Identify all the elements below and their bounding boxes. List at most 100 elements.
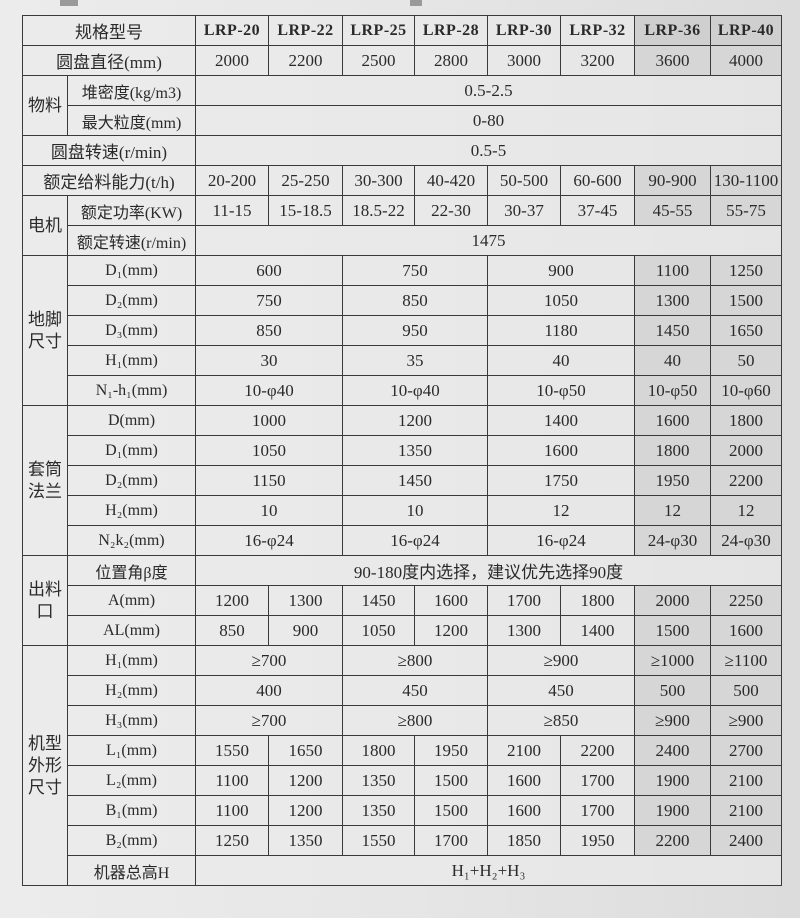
table-row: 额定转速(r/min) 1475: [23, 225, 782, 256]
spec-value: 1450: [342, 585, 415, 616]
spec-value: 0-80: [195, 105, 782, 136]
row-label: 机器总高H: [67, 855, 196, 886]
spec-value: 900: [487, 255, 635, 286]
spec-value: 1100: [195, 795, 269, 826]
row-label: B₁(mm): [67, 795, 196, 826]
spec-value: 1700: [414, 825, 488, 856]
spec-value: 900: [268, 615, 343, 646]
spec-value: 50-500: [487, 165, 561, 196]
spec-value: 40: [634, 345, 711, 376]
spec-value: 2800: [414, 45, 488, 76]
spec-value: 35: [342, 345, 488, 376]
spec-value: 1900: [634, 795, 711, 826]
spec-value: 1200: [268, 795, 343, 826]
spec-value: 12: [634, 495, 711, 526]
spec-value: 1900: [634, 765, 711, 796]
spec-value: 2100: [710, 795, 782, 826]
table-row: 出料口 位置角β度 90-180度内选择，建议优先选择90度: [22, 555, 782, 646]
model-header: LRP-40: [710, 15, 782, 46]
spec-value: 1950: [414, 735, 488, 766]
spec-value: 2000: [634, 585, 711, 616]
spec-value: 1300: [487, 615, 561, 646]
table-row: H₁(mm) 30 35 40 40 50: [23, 345, 782, 376]
model-header: LRP-36: [634, 15, 711, 46]
table-row: D₂(mm) 750 850 1050 1300 1500: [23, 285, 782, 316]
spec-value: 10-φ40: [342, 375, 488, 406]
table-row: D₁(mm) 1050 1350 1600 1800 2000: [23, 435, 782, 466]
table-row: 地脚尺寸 D₁(mm) 600 750 900 1100 1250: [22, 255, 782, 406]
spec-value: 45-55: [634, 195, 711, 226]
table-row: 物料 堆密度(kg/m3) 0.5-2.5: [22, 75, 782, 136]
spec-value: 450: [487, 675, 635, 706]
spec-value: 1200: [268, 765, 343, 796]
spec-value: 1750: [487, 465, 635, 496]
spec-table: 规格型号 LRP-20 LRP-22 LRP-25 LRP-28 LRP-30 LRP-32…: [22, 15, 782, 886]
spec-value: 10: [342, 495, 488, 526]
row-label: D₃(mm): [67, 315, 196, 346]
spec-value: 1100: [634, 255, 711, 286]
spec-value: 0.5-5: [195, 135, 782, 166]
spec-value: 850: [195, 315, 343, 346]
spec-value: ≥900: [710, 705, 782, 736]
spec-value: 24-φ30: [634, 525, 711, 556]
spec-value: 2500: [342, 45, 415, 76]
spec-value: 10-φ50: [634, 375, 711, 406]
row-label: B₂(mm): [67, 825, 196, 856]
spec-value: 2100: [710, 765, 782, 796]
spec-value: 1600: [487, 795, 561, 826]
spec-value: H₁+H₂+H₃: [195, 855, 782, 886]
spec-value: 10-φ40: [195, 375, 343, 406]
spec-value: 1850: [487, 825, 561, 856]
spec-value: 2250: [710, 585, 782, 616]
spec-value: 0.5-2.5: [195, 75, 782, 106]
spec-value: 1700: [487, 585, 561, 616]
spec-value: 1300: [268, 585, 343, 616]
table-row: L₂(mm) 1100 1200 1350 1500 1600 1700 1900 2100: [23, 765, 782, 796]
table-row: 最大粒度(mm) 0-80: [23, 105, 782, 136]
spec-value: 25-250: [268, 165, 343, 196]
spec-value: 50: [710, 345, 782, 376]
table-row: 圆盘转速(r/min) 0.5-5: [22, 135, 782, 166]
spec-value: 750: [195, 285, 343, 316]
spec-value: 950: [342, 315, 488, 346]
group-label: 出料口: [22, 555, 68, 646]
table-row: 套筒法兰 D(mm) 1000 1200 1400 1600 1800: [22, 405, 782, 556]
table-row: H₂(mm) 10 10 12 12 12: [23, 495, 782, 526]
spec-value: 130-1100: [710, 165, 782, 196]
spec-value: 3200: [560, 45, 635, 76]
model-header: LRP-28: [414, 15, 488, 46]
spec-value: 12: [710, 495, 782, 526]
spec-value: 1350: [268, 825, 343, 856]
spec-value: 2000: [195, 45, 269, 76]
spec-value: 1100: [195, 765, 269, 796]
table-row: A(mm) 1200 1300 1450 1600 1700 1800 2000 2250: [23, 585, 782, 616]
table-row: H₃(mm) ≥700 ≥800 ≥850 ≥900 ≥900: [23, 705, 782, 736]
spec-value: 1200: [342, 405, 488, 436]
spec-value: 1950: [634, 465, 711, 496]
spec-value: 1475: [195, 225, 782, 256]
spec-value: 1180: [487, 315, 635, 346]
spec-value: 1050: [342, 615, 415, 646]
model-header: LRP-22: [268, 15, 343, 46]
spec-value: 1550: [342, 825, 415, 856]
spec-value: ≥1000: [634, 645, 711, 676]
spec-value: 2700: [710, 735, 782, 766]
spec-value: ≥700: [195, 705, 343, 736]
spec-value: 30-300: [342, 165, 415, 196]
row-label: N₂k₂(mm): [67, 525, 196, 556]
table-row: L₁(mm) 1550 1650 1800 1950 2100 2200 2400 2700: [23, 735, 782, 766]
row-label: D₁(mm): [67, 255, 196, 286]
row-label: H₂(mm): [67, 495, 196, 526]
spec-value: 1300: [634, 285, 711, 316]
spec-value: 1050: [487, 285, 635, 316]
table-row: 圆盘直径(mm) 2000 2200 2500 2800 3000 3200 3600 4000: [22, 45, 782, 76]
row-label: 圆盘转速(r/min): [22, 135, 196, 166]
spec-value: 2200: [268, 45, 343, 76]
spec-value: 1200: [195, 585, 269, 616]
spec-value: 2200: [710, 465, 782, 496]
header-row: 规格型号 LRP-20 LRP-22 LRP-25 LRP-28 LRP-30 LRP-32…: [22, 15, 782, 46]
model-header: LRP-30: [487, 15, 561, 46]
top-edge-marks: [0, 0, 800, 12]
group-label: 电机: [22, 195, 68, 256]
spec-value: 1050: [195, 435, 343, 466]
